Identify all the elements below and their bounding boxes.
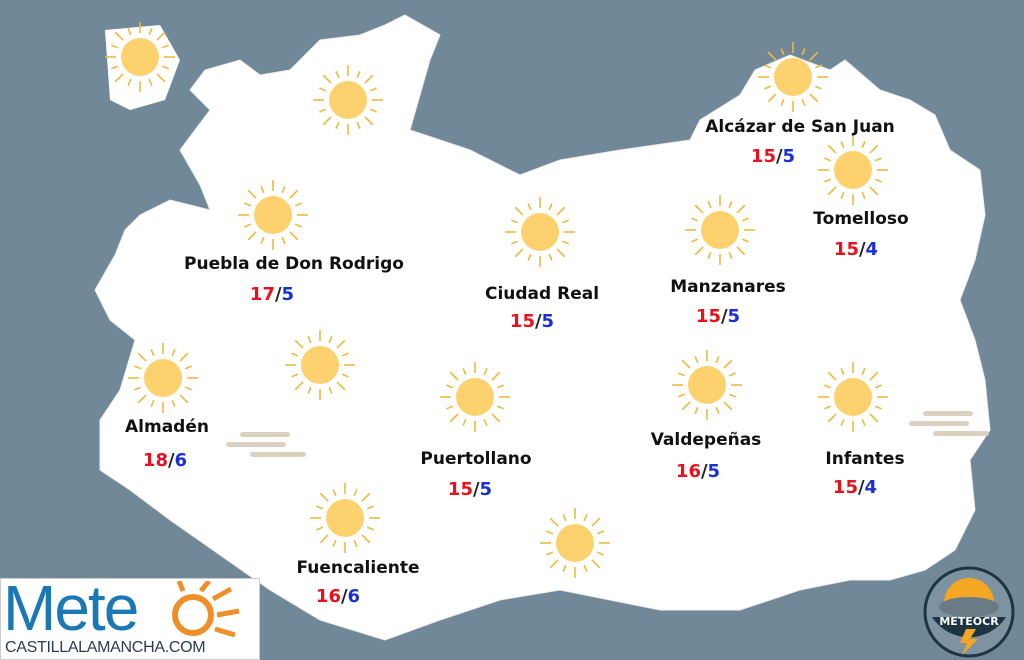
meteocr-logo: METEOCR: [923, 566, 1015, 658]
sun-icon: [313, 65, 383, 135]
min-temp: 5: [782, 146, 796, 167]
city-temperature: 15/5: [695, 306, 741, 327]
sun-icon: [440, 362, 510, 432]
sun-icon: [540, 508, 610, 578]
meteo-castillalamancha-logo: Mete CASTILLALAMANCHA.COM: [0, 572, 260, 660]
city-label: Valdepeñas: [650, 430, 762, 450]
min-temp: 4: [864, 477, 878, 498]
meteocr-text: METEOCR: [939, 615, 999, 628]
city-label: Manzanares: [670, 277, 786, 297]
city-label: Infantes: [825, 449, 905, 469]
max-temp: 15: [833, 239, 859, 260]
sun-icon: [758, 42, 828, 112]
sun-icon: [818, 362, 888, 432]
city-label: Ciudad Real: [484, 284, 600, 304]
city-temperature: 16/6: [315, 586, 361, 607]
max-temp: 16: [675, 461, 701, 482]
logo-title: Mete: [3, 572, 139, 644]
city-temperature: 16/5: [675, 461, 721, 482]
city-label: Puertollano: [420, 449, 532, 469]
logo-sun-icon: [172, 581, 240, 638]
city-temperature: 15/4: [832, 477, 878, 498]
province-land: [94, 14, 991, 641]
city-temperature: 18/6: [142, 450, 188, 471]
min-temp: 5: [727, 306, 741, 327]
sun-icon: [105, 22, 175, 92]
sun-icon: [285, 330, 355, 400]
min-temp: 4: [865, 239, 879, 260]
city-label: Alcázar de San Juan: [705, 117, 895, 137]
sun-icon: [818, 135, 888, 205]
sun-icon: [128, 343, 198, 413]
max-temp: 15: [509, 311, 535, 332]
max-temp: 15: [832, 477, 858, 498]
fog-icon: [226, 432, 306, 457]
city-label: Tomelloso: [813, 209, 909, 229]
fog-icon: [909, 411, 989, 436]
city-temperature: 15/5: [447, 479, 493, 500]
sun-icon: [505, 197, 575, 267]
sun-icon: [672, 350, 742, 420]
min-temp: 5: [281, 284, 295, 305]
max-temp: 16: [315, 586, 341, 607]
city-temperature: 15/5: [509, 311, 555, 332]
city-label: Fuencaliente: [296, 558, 420, 578]
max-temp: 15: [695, 306, 721, 327]
city-temperature: 15/5: [750, 146, 796, 167]
city-label: Puebla de Don Rodrigo: [184, 254, 404, 274]
logo-domain: CASTILLALAMANCHA.COM: [5, 639, 206, 656]
city-temperature: 17/5: [249, 284, 295, 305]
max-temp: 15: [750, 146, 776, 167]
sun-icon: [238, 180, 308, 250]
city-label: Almadén: [125, 417, 209, 437]
min-temp: 5: [479, 479, 493, 500]
sun-icon: [310, 483, 380, 553]
max-temp: 15: [447, 479, 473, 500]
sun-icon: [685, 195, 755, 265]
min-temp: 5: [707, 461, 721, 482]
max-temp: 17: [249, 284, 275, 305]
city-temperature: 15/4: [833, 239, 879, 260]
max-temp: 18: [142, 450, 168, 471]
min-temp: 6: [174, 450, 188, 471]
min-temp: 5: [541, 311, 555, 332]
min-temp: 6: [347, 586, 361, 607]
